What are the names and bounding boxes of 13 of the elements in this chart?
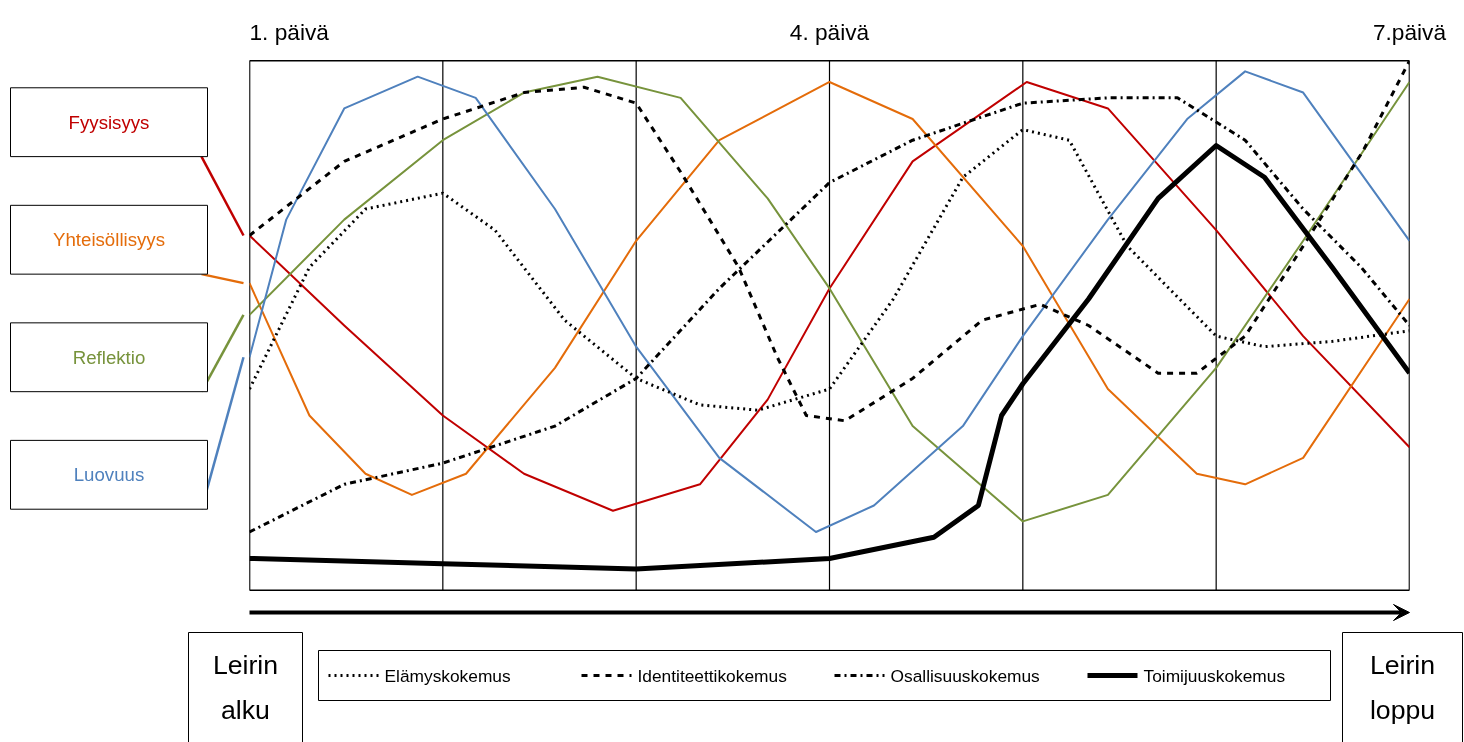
text: Luovuus: [73, 464, 145, 486]
text: Yhteisöllisyys: [53, 229, 165, 251]
text: Reflektio: [72, 346, 146, 368]
legend-label: Identiteettikokemus: [637, 665, 788, 686]
x-tick-label: 7.päivä: [1372, 18, 1447, 45]
text: Leirin loppu: [1369, 650, 1436, 725]
legend-label: Osallisuuskokemus: [890, 665, 1041, 686]
text: Leirin alku: [212, 650, 279, 725]
x-tick-label: 1. päivä: [249, 18, 330, 45]
legend-label: Toimijuuskokemus: [1143, 665, 1286, 686]
x-tick-label: 4. päivä: [789, 18, 870, 45]
legend-label: Elämyskokemus: [384, 665, 511, 686]
text: Fyysisyys: [68, 111, 150, 133]
